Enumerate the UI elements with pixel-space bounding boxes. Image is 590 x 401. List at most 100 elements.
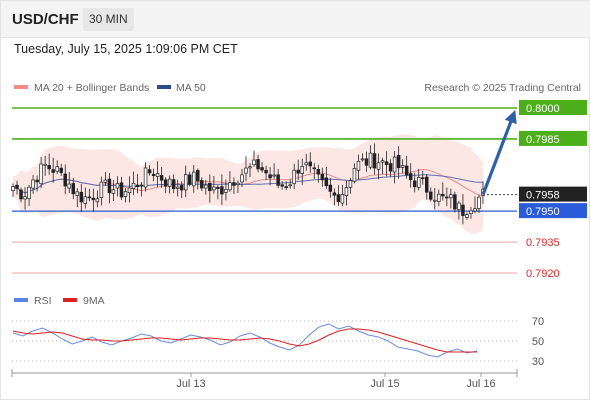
- candle: [51, 157, 55, 183]
- candle: [296, 159, 300, 181]
- candle: [244, 156, 248, 182]
- candle: [465, 212, 469, 220]
- candle: [416, 168, 421, 191]
- candle: [31, 175, 35, 194]
- level-label-3: 0.7950: [526, 206, 560, 218]
- candle: [376, 153, 381, 180]
- candle: [127, 176, 132, 203]
- candle: [352, 163, 357, 184]
- candle: [320, 167, 325, 187]
- candle: [27, 184, 31, 207]
- candle: [312, 163, 317, 179]
- ma50-legend-label: MA 50: [176, 82, 206, 94]
- candle: [316, 164, 321, 183]
- candle: [139, 182, 144, 197]
- candle: [280, 181, 284, 190]
- forecast-arrow-line: [481, 110, 517, 196]
- candle: [99, 176, 104, 206]
- ma50-line: [12, 174, 484, 194]
- candle: [63, 164, 67, 195]
- x-tick-label: Jul 16: [466, 378, 495, 390]
- candle: [469, 206, 473, 219]
- candle: [388, 159, 393, 177]
- candle: [35, 175, 39, 192]
- candle: [268, 167, 272, 186]
- candle: [344, 180, 349, 206]
- candle: [208, 174, 212, 203]
- candle: [103, 172, 108, 186]
- candle: [75, 188, 80, 208]
- candle: [111, 180, 116, 201]
- candle: [380, 157, 385, 175]
- candle: [119, 176, 124, 201]
- candle: [135, 174, 140, 194]
- candle: [19, 187, 23, 203]
- candle: [404, 155, 409, 179]
- candle: [276, 169, 280, 189]
- candle: [288, 179, 292, 189]
- x-tick-label: Jul 13: [176, 378, 205, 390]
- candle: [368, 145, 373, 170]
- candle: [107, 172, 112, 204]
- candle: [155, 161, 160, 187]
- candle: [264, 165, 268, 181]
- candle: [340, 184, 345, 207]
- candle: [147, 165, 152, 176]
- candle: [39, 156, 43, 189]
- candle: [461, 193, 465, 225]
- candle: [473, 196, 477, 214]
- candle: [204, 179, 208, 195]
- rsi-legend-swatch: [14, 298, 28, 302]
- candle: [167, 175, 172, 194]
- candle: [159, 167, 164, 188]
- candle: [441, 182, 445, 201]
- chart-header: USD/CHF 30 MIN: [1, 1, 590, 38]
- candle: [332, 188, 337, 206]
- candle: [71, 177, 76, 200]
- candle: [192, 165, 196, 193]
- bb-legend-label: MA 20 + Bollinger Bands: [34, 82, 149, 94]
- level-label-1: 0.7985: [526, 134, 560, 146]
- candle: [11, 183, 15, 197]
- level-box-3: [519, 203, 587, 219]
- candle: [143, 162, 148, 192]
- candle: [216, 185, 220, 200]
- candle: [67, 172, 71, 193]
- candle: [240, 168, 244, 188]
- candle: [324, 166, 329, 189]
- price-levels: [12, 107, 517, 274]
- candle: [43, 155, 47, 176]
- candle: [83, 187, 88, 209]
- level-label-5: 0.7920: [526, 268, 560, 280]
- candle: [87, 188, 92, 202]
- candle: [336, 185, 341, 206]
- candle: [304, 153, 308, 171]
- candle: [196, 168, 200, 190]
- level-label-2: 0.7958: [526, 190, 560, 202]
- candle: [348, 177, 353, 194]
- candle: [236, 180, 240, 194]
- candle: [131, 171, 136, 196]
- rsi-ma-line: [12, 328, 477, 353]
- candle: [364, 151, 369, 172]
- candle: [248, 163, 252, 177]
- candle: [232, 177, 236, 194]
- rsi-legend: RSI 9MA: [14, 295, 105, 307]
- rsi-ma-legend-swatch: [63, 298, 77, 302]
- bb-legend-swatch: [14, 85, 28, 89]
- x-tick-label: Jul 15: [370, 378, 399, 390]
- forecast-arrow: [481, 110, 517, 196]
- candle: [300, 158, 304, 185]
- candle: [183, 165, 188, 198]
- candle: [477, 194, 481, 213]
- candle: [408, 163, 413, 188]
- candle: [356, 154, 361, 180]
- candle: [260, 162, 264, 173]
- candles: [11, 143, 485, 225]
- interval-badge[interactable]: 30 MIN: [83, 8, 134, 31]
- candle: [175, 179, 180, 197]
- level-box-0: [519, 100, 587, 115]
- candle: [163, 177, 168, 194]
- candle: [396, 146, 401, 179]
